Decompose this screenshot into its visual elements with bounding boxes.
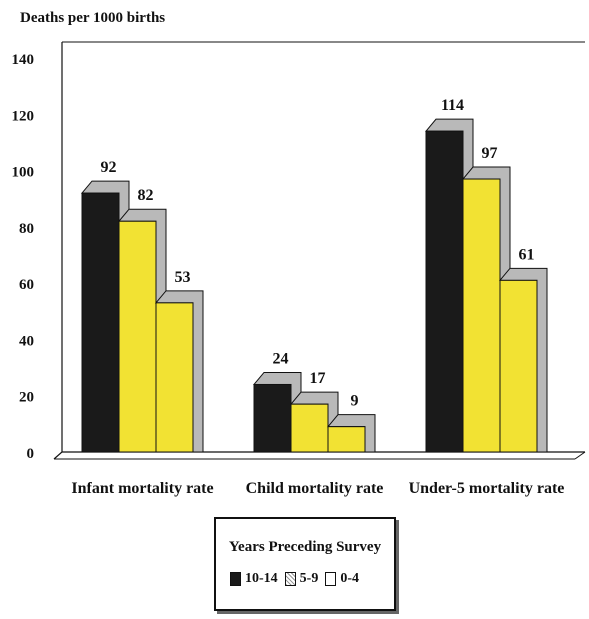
legend-label-10-14: 10-14 xyxy=(245,571,278,586)
legend-swatch-10-14 xyxy=(230,572,241,586)
legend: Years Preceding Survey 10-14 5-9 0-4 xyxy=(214,517,396,611)
legend-item-10-14: 10-14 xyxy=(230,571,278,587)
floor-right-edge xyxy=(574,451,586,460)
bar xyxy=(327,426,366,453)
y-tick-label: 120 xyxy=(12,108,35,124)
legend-title: Years Preceding Survey xyxy=(228,539,382,555)
bar-value-label: 82 xyxy=(138,187,154,204)
bar-value-label: 9 xyxy=(351,393,359,410)
bar-value-label: 114 xyxy=(441,97,464,114)
legend-item-5-9: 5-9 xyxy=(284,571,319,587)
y-tick-label: 40 xyxy=(19,333,34,349)
bar xyxy=(155,302,194,453)
y-tick-label: 20 xyxy=(19,390,34,406)
legend-items: 10-14 5-9 0-4 xyxy=(230,571,359,587)
left-axis-line xyxy=(53,58,63,460)
y-tick-label: 0 xyxy=(27,446,35,462)
y-axis-title: Deaths per 1000 births xyxy=(20,10,165,26)
bar-value-label: 92 xyxy=(101,159,117,176)
bar-value-label: 24 xyxy=(273,350,289,367)
y-tick-label: 140 xyxy=(12,52,35,68)
bar-value-label: 61 xyxy=(519,246,535,263)
x-category-label: Under-5 mortality rate xyxy=(409,480,565,497)
legend-label-5-9: 5-9 xyxy=(299,571,319,586)
x-category-label: Infant mortality rate xyxy=(71,480,213,497)
bar xyxy=(290,403,329,453)
bar xyxy=(425,130,464,453)
y-tick-label: 60 xyxy=(19,277,34,293)
bar xyxy=(462,178,501,453)
bar-value-label: 97 xyxy=(482,145,498,162)
bar xyxy=(253,383,292,453)
bar xyxy=(81,192,120,453)
y-tick-label: 80 xyxy=(19,221,34,237)
x-category-label: Child mortality rate xyxy=(246,480,384,497)
legend-swatch-0-4 xyxy=(325,572,337,586)
bar xyxy=(118,220,157,453)
bar-value-label: 17 xyxy=(310,370,326,387)
legend-label-0-4: 0-4 xyxy=(340,571,360,586)
bar-value-label: 53 xyxy=(175,269,191,286)
y-tick-label: 100 xyxy=(12,165,35,181)
legend-swatch-5-9 xyxy=(284,572,296,586)
legend-item-0-4: 0-4 xyxy=(325,571,359,587)
bar xyxy=(499,279,538,453)
